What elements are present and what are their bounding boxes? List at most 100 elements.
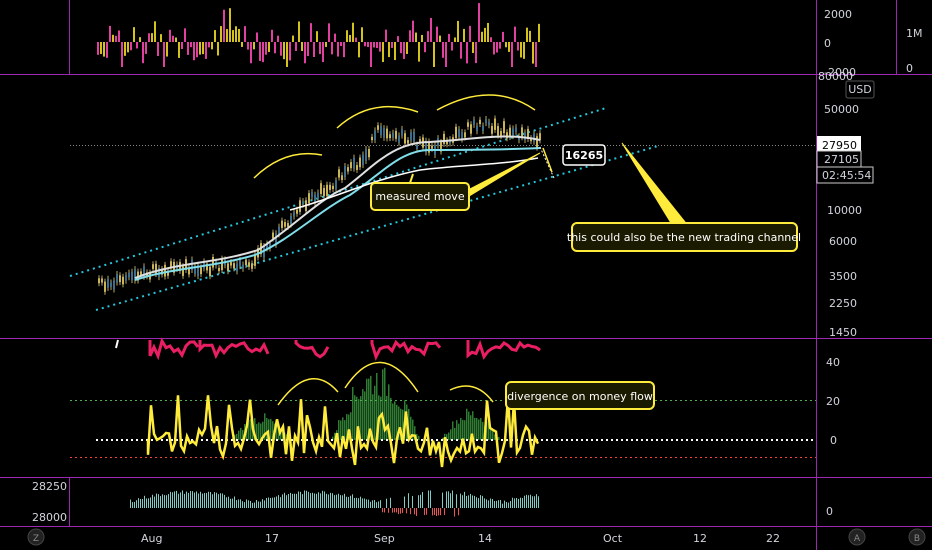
candle-body [371,136,373,141]
time-axis-label: 12 [693,532,707,545]
bottom-histogram-bar [320,493,321,508]
bottom-histogram-bar [458,508,459,516]
candle-body [494,118,496,130]
bottom-histogram-bar [224,494,225,508]
volume-bar [133,27,135,42]
bottom-histogram-bar [466,496,467,508]
money-flow-bar [498,437,500,440]
bottom-histogram-bar [386,498,387,508]
volume-bar [346,30,348,42]
bottom-histogram-bar [434,508,435,515]
volume-bar [178,42,180,58]
divergence-arcs [277,361,494,406]
rsi-line-top [148,337,541,361]
bottom-histogram-bar [518,498,519,508]
volume-bar [205,42,207,59]
bottom-histogram-bar [288,494,289,508]
candle-body [116,273,118,283]
candle-body [236,263,238,272]
money-flow-bar [384,367,386,440]
volume-bar [313,42,315,57]
volume-bar [160,34,162,42]
candle-body [98,278,100,284]
money-flow-bar [472,411,474,440]
volume-bar [397,36,399,42]
bottom-histogram-bar [364,498,365,508]
candle-body [374,130,376,141]
volume-bar [337,42,339,57]
bottom-histogram-bar [368,499,369,508]
volume-bar [445,42,447,67]
bottom-histogram-bar [258,501,259,508]
bottom-histogram-bar [450,493,451,508]
bottom-histogram-bar [230,498,231,508]
volume-bar [466,42,468,64]
bottom-histogram-bar [246,499,247,508]
volume-bar [328,23,330,42]
candle-body [518,136,520,141]
money-flow-bar [456,420,458,440]
bottom-histogram [130,490,539,517]
candle-body [368,149,370,158]
target-tag: 16265 [562,144,606,166]
candle-body [464,132,466,138]
bottom-histogram-bar [188,492,189,508]
top-secondary-label: 1M [906,27,923,40]
candle-body [182,266,184,276]
money-flow-bar [258,422,260,440]
money-flow-bar [470,415,472,440]
volume-bar [184,28,186,42]
bottom-histogram-bar [426,508,427,515]
candle-body [320,183,322,194]
bottom-histogram-bar [468,495,469,508]
money-flow-bar [392,403,394,440]
bottom-histogram-bar [238,499,239,508]
candle-body [101,278,103,283]
candle-body [386,128,388,139]
volume-bar [211,42,213,50]
candle-body [476,125,478,132]
bottom-histogram-bar [294,493,295,508]
candle-body [470,124,472,134]
money-flow-bar [242,429,244,440]
volume-bar [409,30,411,42]
money-flow-bar [460,417,462,440]
bottom-histogram-bar [192,491,193,508]
volume-bar [253,42,255,50]
volume-bar [181,42,183,50]
corner-button-b[interactable]: B [908,528,926,546]
candle-body [161,269,163,275]
corner-button-z[interactable]: Z [27,528,45,546]
bottom-histogram-bar [354,497,355,508]
bottom-histogram-bar [322,490,323,508]
candle-body [164,264,166,277]
bottom-histogram-bar [420,494,421,508]
volume-bar [244,26,246,42]
money-flow-bar [444,433,446,440]
volume-bar [439,35,441,42]
money-flow-bar [398,406,400,440]
bottom-histogram-bar [442,492,443,508]
countdown-timer: 02:45:54 [822,169,871,182]
money-flow-bar [476,417,478,440]
candle-body [209,266,211,277]
candle-body [200,267,202,275]
corner-button-a[interactable]: A [848,528,866,546]
osc-axis-label: 20 [826,395,840,408]
bottom-histogram-bar [530,494,531,508]
money-flow-bar [352,386,354,440]
volume-bar [403,42,405,60]
volume-bar [250,42,252,64]
candle-body [326,184,328,196]
money-flow-bar [362,389,364,440]
volume-bar [238,28,240,42]
candle-body [365,148,367,161]
bottom-histogram-bar [286,495,287,508]
money-flow-bar [338,420,340,440]
candle-body [524,132,526,141]
bottom-histogram-bar [206,492,207,508]
divergence-label: divergence on money flow [507,390,653,403]
money-flow-bar [248,419,250,440]
candle-body [473,119,475,125]
bottom-right-label: 0 [826,505,833,518]
